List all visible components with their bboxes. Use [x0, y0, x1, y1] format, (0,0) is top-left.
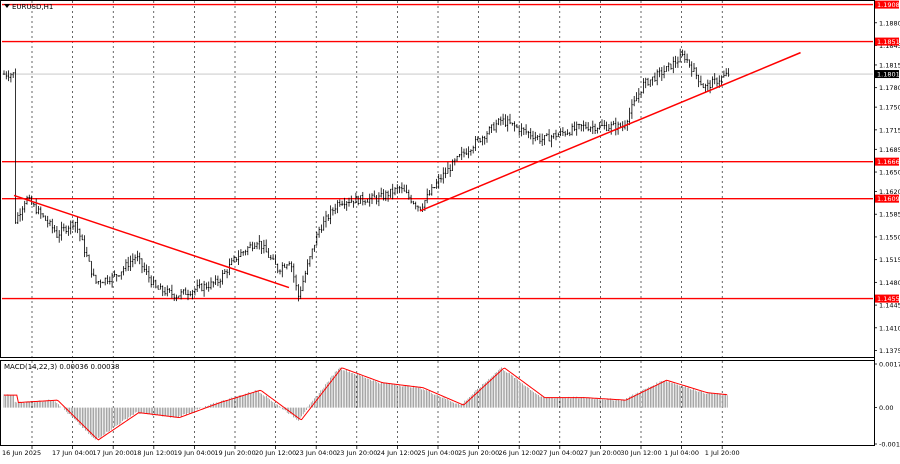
macd-axis-label: 0.00	[879, 404, 893, 412]
time-axis-label: 16 Jun 2025	[2, 449, 41, 457]
macd-title: MACD(14,22,3) 0.00036 0.00038	[4, 363, 120, 371]
price-axis-label: 1.1550	[879, 233, 900, 241]
macd-axis: 0.00175 0.00 -0.00146	[874, 361, 900, 449]
trend-lines	[13, 51, 801, 289]
level-price-label: 1.1609	[877, 195, 900, 203]
price-axis-label: 1.1880	[879, 19, 900, 27]
time-axis-label: 30 Jun 12:00	[620, 449, 661, 457]
macd-axis-label: -0.00146	[879, 441, 900, 449]
trend-line	[13, 194, 290, 289]
time-axis-label: 23 Jun 20:00	[336, 449, 377, 457]
level-price-tag	[875, 194, 899, 203]
price-axis-label: 1.1585	[879, 211, 900, 219]
time-axis-label: 19 Jun 04:00	[174, 449, 215, 457]
current-price-label: 1.1801	[877, 71, 900, 79]
time-axis-label: 20 Jun 12:00	[255, 449, 296, 457]
time-axis-label: 26 Jun 12:00	[499, 449, 540, 457]
price-axis-label: 1.1375	[879, 347, 900, 355]
level-price-tag	[875, 294, 899, 303]
macd-signal-line	[4, 367, 728, 441]
price-axis-label: 1.1620	[879, 188, 900, 196]
macd-signal	[4, 367, 728, 441]
price-axis-label: 1.1780	[879, 84, 900, 92]
price-axis-label: 1.1685	[879, 146, 900, 154]
price-axis-label: 1.1650	[879, 169, 900, 177]
time-axis-label: 24 Jun 12:00	[377, 449, 418, 457]
macd-histogram	[3, 367, 728, 440]
price-axis-label: 1.1750	[879, 104, 900, 112]
level-price-label: 1.1908	[877, 1, 900, 9]
price-axis-label: 1.1410	[879, 324, 900, 332]
time-axis-label: 27 Jun 04:00	[539, 449, 580, 457]
time-axis-label: 25 Jun 20:00	[458, 449, 499, 457]
price-axis-label: 1.1445	[879, 302, 900, 310]
dropdown-triangle-icon[interactable]	[4, 4, 10, 8]
price-candles	[3, 48, 730, 302]
time-axis-label: 1 Jul 20:00	[705, 449, 740, 457]
time-axis-label: 25 Jun 04:00	[417, 449, 458, 457]
level-price-tag	[875, 0, 899, 9]
price-axis: 1.1880 1.1845 1.1815 1.1780 1.1750 1.1715 1.16…	[874, 0, 900, 355]
level-price-label: 1.1455	[877, 295, 900, 303]
price-axis-label: 1.1515	[879, 256, 900, 264]
level-price-label: 1.1851	[877, 38, 900, 46]
time-axis-label: 18 Jun 12:00	[133, 449, 174, 457]
level-price-label: 1.1666	[877, 158, 900, 166]
macd-axis-label: 0.00175	[879, 361, 900, 369]
time-axis-label: 1 Jul 04:00	[664, 449, 699, 457]
price-axis-label: 1.1715	[879, 126, 900, 134]
price-axis-label: 1.1815	[879, 61, 900, 69]
price-axis-label: 1.1480	[879, 279, 900, 287]
time-axis-label: 27 Jun 20:00	[580, 449, 621, 457]
chart-title: EURUSD,H1	[12, 3, 53, 11]
horizontal-levels	[2, 3, 873, 300]
trend-line	[419, 51, 801, 212]
time-axis: 16 Jun 2025 17 Jun 04:00 17 Jun 20:00 18 Ju…	[2, 446, 740, 457]
current-price-tag	[875, 70, 899, 79]
time-axis-label: 23 Jun 04:00	[296, 449, 337, 457]
level-price-tag	[875, 157, 899, 166]
time-axis-label: 19 Jun 20:00	[214, 449, 255, 457]
price-axis-label: 1.1845	[879, 42, 900, 50]
time-axis-label: 17 Jun 04:00	[52, 449, 93, 457]
chart-title-group[interactable]: EURUSD,H1	[4, 3, 53, 11]
main-chart-frame	[0, 0, 875, 358]
time-axis-label: 17 Jun 20:00	[93, 449, 134, 457]
level-price-tag	[875, 37, 899, 46]
